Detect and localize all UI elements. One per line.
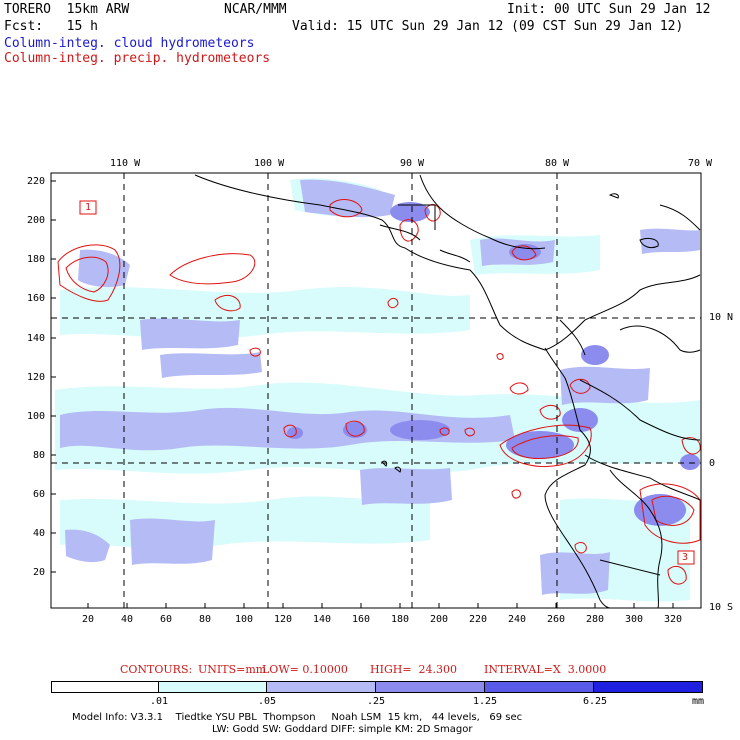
- header-valid: Valid: 15 UTC Sun 29 Jan 12 (09 CST Sun …: [292, 19, 684, 34]
- x-label: 320: [664, 614, 683, 625]
- y-label: 40: [33, 528, 46, 539]
- x-label: 100: [235, 614, 254, 625]
- plot-frame: [50, 172, 702, 609]
- colorbar-tick: .25: [367, 696, 386, 707]
- x-label: 40: [121, 614, 134, 625]
- x-ticks: [87, 603, 674, 608]
- colorbar-unit: mm: [692, 696, 705, 707]
- colorbar-tick: 1.25: [473, 696, 498, 707]
- x-label: 60: [160, 614, 173, 625]
- y-label: 60: [33, 489, 46, 500]
- y-label: 120: [27, 372, 46, 383]
- field-cloud-title: Column-integ. cloud hydrometeors: [4, 36, 255, 51]
- colorbar-tick: .01: [150, 696, 169, 707]
- lon-label-90w: 90 W: [400, 158, 425, 169]
- precip-contours: [57, 199, 701, 585]
- x-label: 140: [313, 614, 332, 625]
- lat-label-10s: 10 S: [709, 602, 734, 613]
- graticule: [51, 173, 701, 608]
- x-label: 260: [547, 614, 566, 625]
- colorbar-tick: 6.25: [583, 696, 608, 707]
- x-label: 180: [391, 614, 410, 625]
- cloud-dense-shading: [287, 202, 700, 526]
- contour-label-1: 1: [85, 202, 92, 213]
- field-precip-title: Column-integ. precip. hydrometeors: [4, 51, 271, 66]
- x-label: 280: [586, 614, 605, 625]
- y-label: 20: [33, 567, 46, 578]
- colorbar-bin: [266, 681, 376, 693]
- lon-label-70w: 70 W: [688, 158, 713, 169]
- x-label: 120: [274, 614, 293, 625]
- country-borders: [379, 204, 701, 576]
- colorbar-bin: [51, 681, 159, 693]
- contours-high: HIGH= 24.300: [370, 663, 458, 676]
- model-info-line1: Model Info: V3.3.1 Tiedtke YSU PBL Thomp…: [72, 712, 523, 723]
- header-org: NCAR/MMM: [224, 2, 287, 17]
- y-label: 160: [27, 293, 46, 304]
- x-label: 300: [625, 614, 644, 625]
- contours-label: CONTOURS:: [120, 663, 193, 676]
- x-label: 220: [469, 614, 488, 625]
- contour-label-boxes: [79, 200, 695, 565]
- x-label: 20: [82, 614, 95, 625]
- contours-interval: INTERVAL=X 3.0000: [484, 663, 607, 676]
- header-fcst: Fcst: 15 h: [4, 19, 98, 34]
- y-label: 80: [33, 450, 46, 461]
- colorbar-tick: .05: [258, 696, 277, 707]
- cloud-medium-shading: [60, 179, 700, 595]
- colorbar-bin: [484, 681, 594, 693]
- contours-low: LOW= 0.10000: [262, 663, 348, 676]
- x-label: 80: [199, 614, 212, 625]
- y-ticks: [51, 180, 56, 573]
- y-label: 200: [27, 215, 46, 226]
- lat-label-10n: 10 N: [709, 312, 734, 323]
- colorbar-bin: [593, 681, 703, 693]
- header-init: Init: 00 UTC Sun 29 Jan 12: [507, 2, 711, 17]
- x-label: 160: [352, 614, 371, 625]
- x-label: 240: [508, 614, 527, 625]
- lon-label-80w: 80 W: [545, 158, 570, 169]
- model-info-line2: LW: Godd SW: Goddard DIFF: simple KM: 2D…: [212, 724, 473, 735]
- lat-label-0: 0: [709, 458, 716, 469]
- lon-label-110w: 110 W: [110, 158, 141, 169]
- contours-units: UNITS=mm: [198, 663, 267, 676]
- x-label: 200: [430, 614, 449, 625]
- lon-label-100w: 100 W: [254, 158, 285, 169]
- colorbar-bin: [375, 681, 485, 693]
- coastlines: [194, 174, 701, 608]
- y-label: 140: [27, 333, 46, 344]
- colorbar-bin: [158, 681, 267, 693]
- y-label: 100: [27, 411, 46, 422]
- contour-label-3: 3: [682, 552, 689, 563]
- header-model: TORERO 15km ARW: [4, 2, 130, 17]
- y-label: 220: [27, 176, 46, 187]
- y-label: 180: [27, 254, 46, 265]
